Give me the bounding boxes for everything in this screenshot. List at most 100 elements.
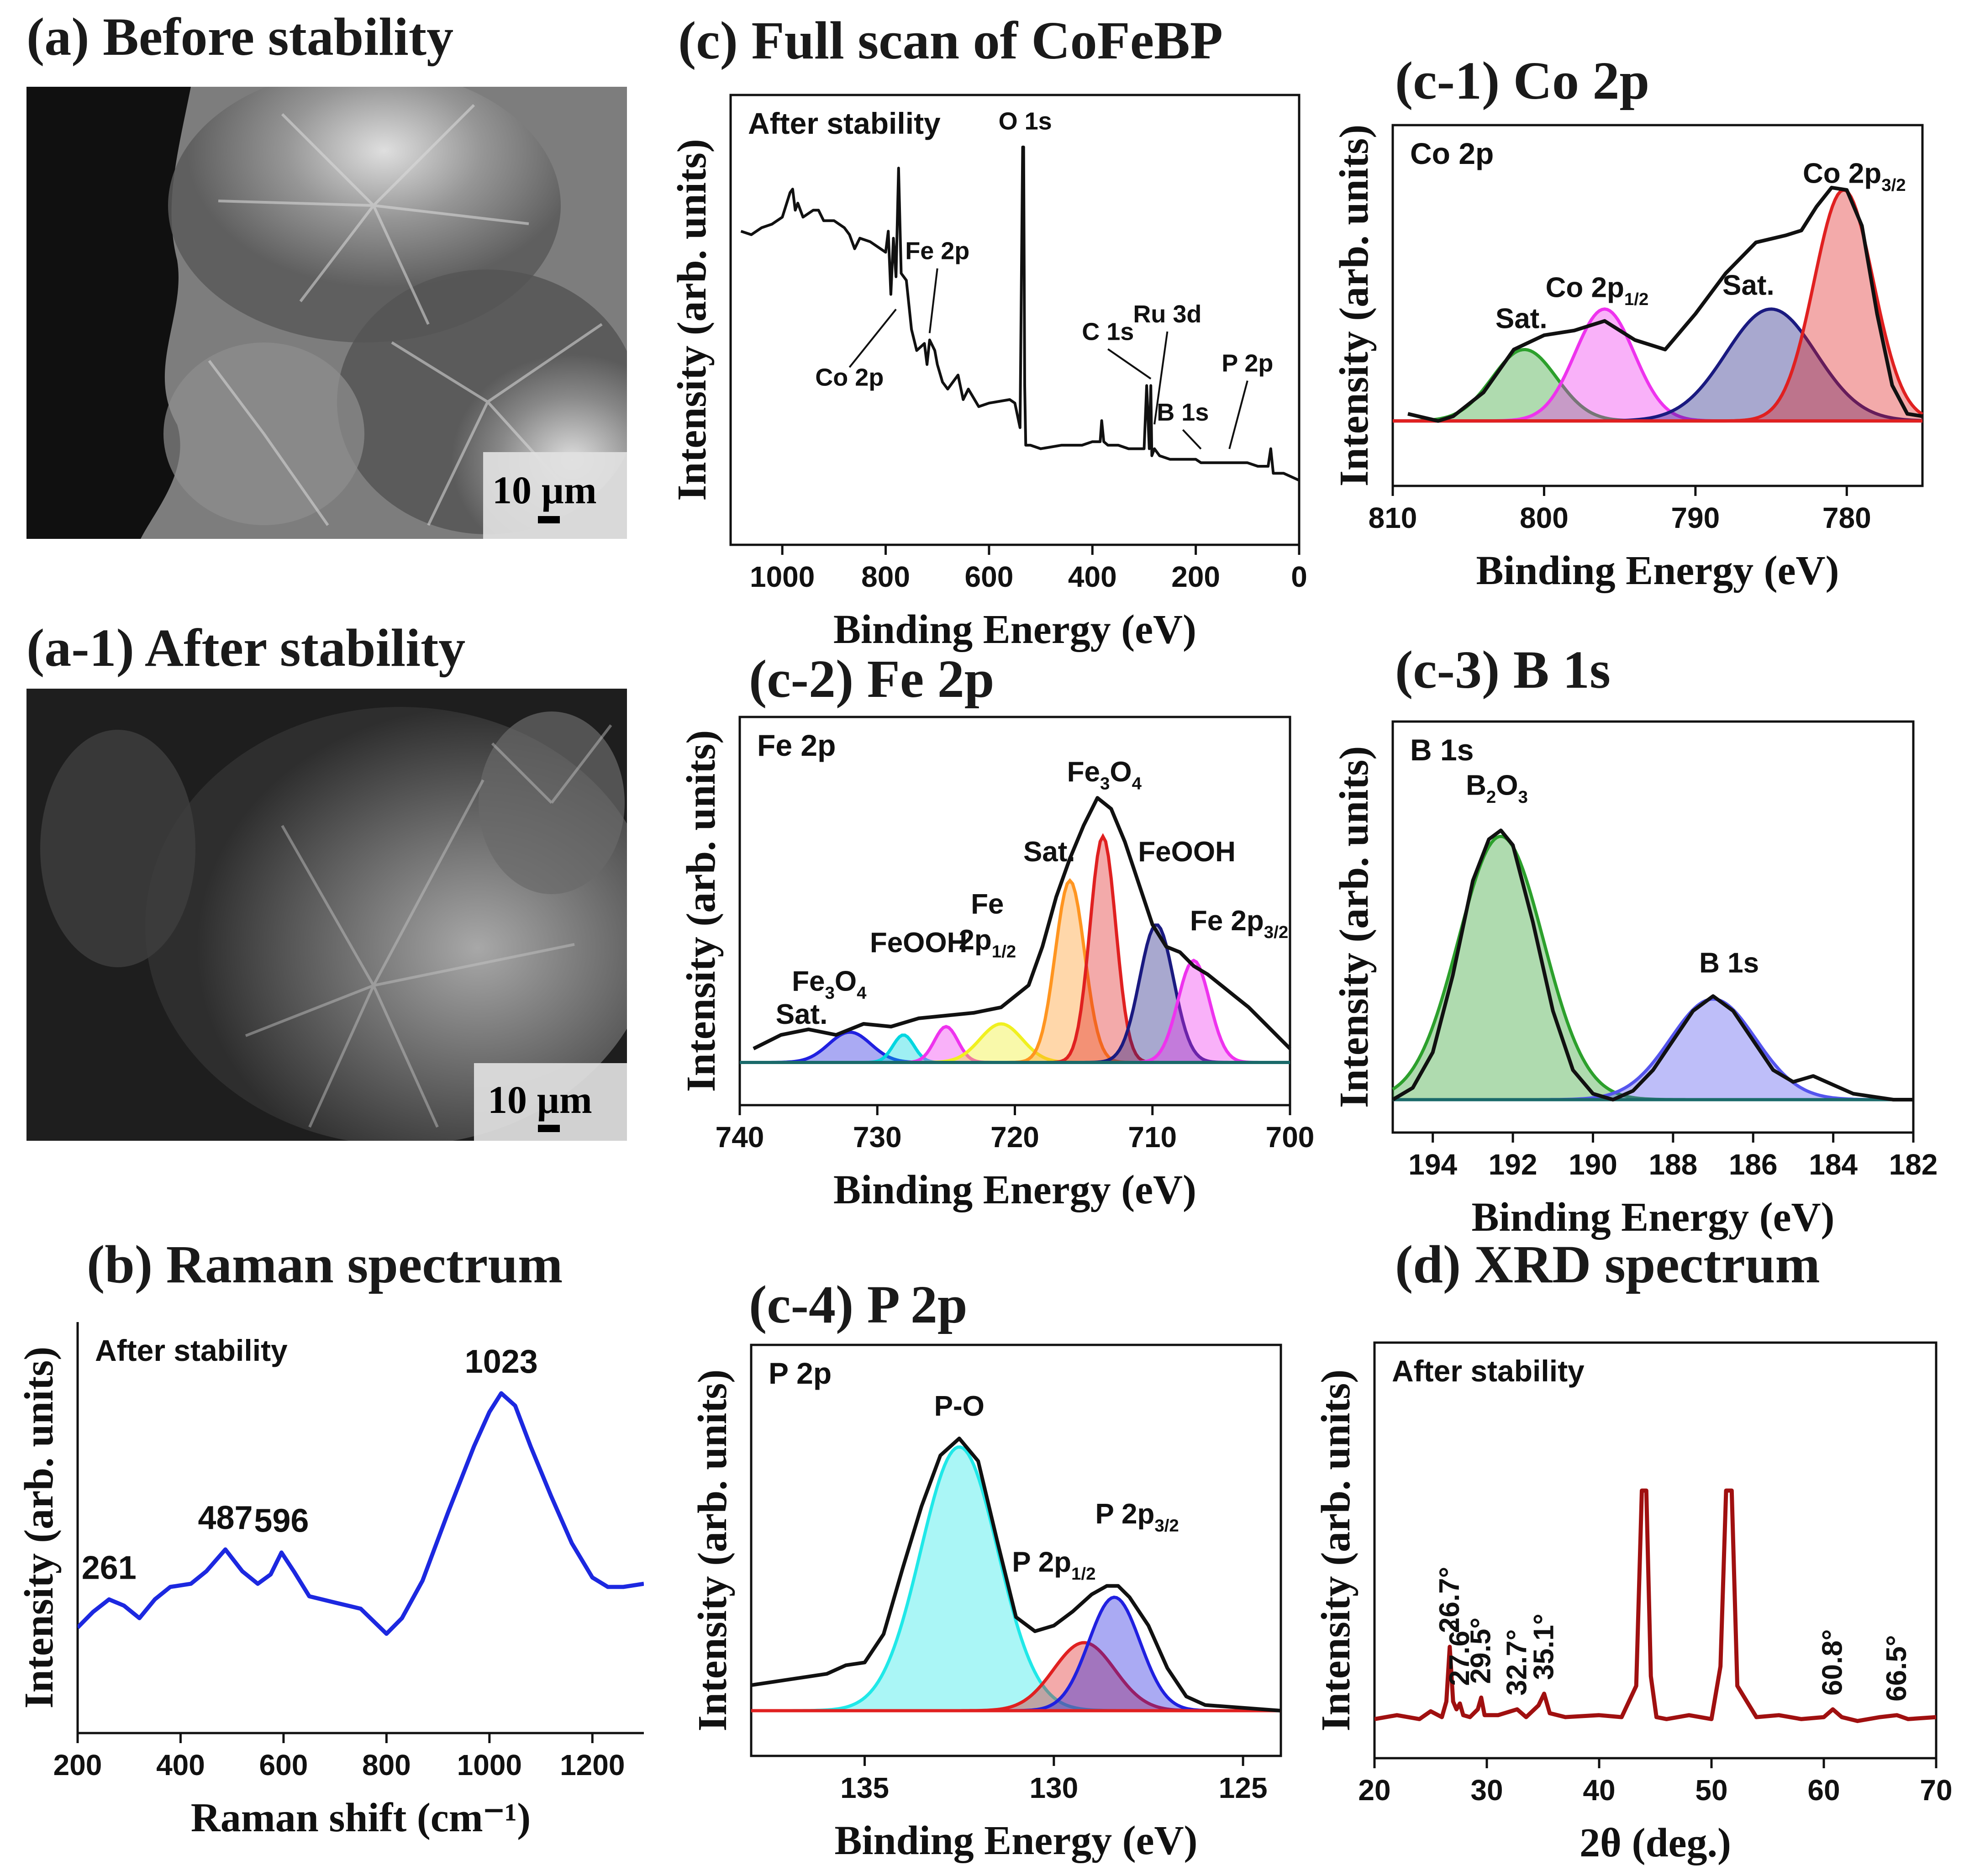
peak-label: Sat.	[776, 999, 828, 1030]
fit-area	[740, 1032, 1290, 1063]
x-tick-label: 20	[1358, 1774, 1390, 1807]
x-tick-label: 40	[1583, 1774, 1615, 1807]
annotation-arrow	[848, 308, 897, 368]
x-tick-label: 400	[156, 1749, 205, 1781]
fit-area	[740, 1024, 1290, 1063]
chart-full-scan: 1000 800 600 400 200 0 Binding Energy (eV) Inte…	[669, 94, 1307, 652]
peak-label: 66.5°	[1881, 1635, 1912, 1701]
peak-label: 1023	[465, 1344, 538, 1380]
peak-label: Sat.	[1495, 303, 1548, 334]
x-tick-label: 790	[1671, 501, 1720, 534]
peak-label: 596	[254, 1503, 309, 1539]
x-axis-label: Binding Energy (eV)	[834, 1818, 1197, 1863]
plot-frame	[1391, 720, 1915, 1134]
peak-label: 261	[82, 1549, 137, 1586]
x-tick-label: 1000	[457, 1749, 522, 1781]
peak-label: 29.5°	[1465, 1618, 1497, 1684]
peak-label: Sat.	[1023, 836, 1075, 868]
peak-label: Co 2p1/2	[1546, 272, 1649, 309]
peak-label: 27.6°	[1444, 1619, 1475, 1686]
panel-title-c3: (c-3) B 1s	[1395, 640, 1611, 700]
annotation-label: O 1s	[999, 107, 1052, 135]
fit-area	[1393, 349, 1922, 421]
chart-co-2p: 810 800 790 780 Binding Energy (eV) Intensity…	[1332, 124, 1924, 593]
fit-area	[740, 925, 1290, 1063]
chart-b-1s: 194 192 190 188 186 184 182 Binding Energy (eV)…	[1332, 720, 1938, 1240]
fit-area	[1393, 190, 1922, 421]
x-tick-label: 192	[1489, 1148, 1538, 1181]
plot-frame	[750, 1344, 1282, 1757]
peak-label: B 1s	[1699, 947, 1759, 979]
peak-label: 32.7°	[1501, 1629, 1532, 1696]
x-tick-label: 700	[1266, 1121, 1315, 1154]
x-tick-label: 800	[1520, 501, 1569, 534]
annotation-label: Fe 2p	[905, 237, 969, 265]
peak-label: Co 2p3/2	[1803, 158, 1906, 195]
peak-label: 35.1°	[1528, 1613, 1559, 1680]
x-tick-label: 194	[1408, 1148, 1457, 1181]
series-line	[78, 1391, 644, 1636]
peak-label: 487	[198, 1500, 253, 1536]
inset-label: After stability	[748, 106, 941, 140]
x-axis-label: Binding Energy (eV)	[833, 1167, 1196, 1212]
x-tick-label: 184	[1809, 1148, 1858, 1181]
fit-area	[1393, 309, 1922, 421]
peak-label: FeOOH	[870, 927, 968, 959]
scale-bar-label: 10 µm	[492, 468, 597, 512]
annotation-arrow	[1228, 380, 1248, 449]
fit-area	[1393, 836, 1913, 1100]
x-tick-label: 0	[1291, 560, 1307, 593]
peak-label: FeOOH	[1138, 836, 1236, 868]
x-tick-label: 1200	[560, 1749, 625, 1781]
peak-label: Fe3O4	[792, 966, 867, 1003]
peak-label: 26.7°	[1434, 1567, 1465, 1633]
plot-frame	[729, 94, 1301, 546]
envelope-line	[753, 796, 1291, 1050]
annotation-arrow	[1182, 429, 1202, 450]
x-axis-label: Raman shift (cm⁻¹)	[191, 1795, 531, 1840]
x-tick-label: 182	[1889, 1148, 1938, 1181]
chart-raman: 200 400 600 800 1000 1200 Raman shift (cm⁻¹) In…	[16, 1322, 644, 1840]
chart-xrd: 20 30 40 50 60 70 2θ (deg.) Intensity (arb. uni…	[1313, 1341, 1953, 1865]
x-tick-label: 30	[1470, 1774, 1503, 1807]
peak-label: P-O	[934, 1391, 985, 1422]
sem-image-after: 10 µm	[26, 689, 627, 1141]
x-tick-label: 730	[853, 1121, 902, 1154]
x-tick-label: 50	[1695, 1774, 1727, 1807]
x-axis-label: 2θ (deg.)	[1580, 1820, 1731, 1865]
x-tick-label: 710	[1128, 1121, 1177, 1154]
x-tick-label: 810	[1369, 501, 1417, 534]
envelope-line	[751, 1436, 1281, 1713]
inset-label: After stability	[95, 1333, 288, 1367]
x-tick-label: 780	[1822, 501, 1871, 534]
fit-area	[740, 960, 1290, 1063]
annotation-arrow	[928, 268, 938, 333]
y-axis-label: Intensity (arb. units)	[1313, 1370, 1358, 1732]
panel-title-d: (d) XRD spectrum	[1395, 1234, 1820, 1294]
x-axis-label: Binding Energy (eV)	[833, 607, 1196, 652]
scale-bar-label: 10 µm	[488, 1078, 592, 1122]
x-tick-label: 200	[1171, 560, 1220, 593]
x-tick-label: 60	[1807, 1774, 1840, 1807]
sem-image-before: 10 µm	[26, 87, 627, 539]
y-axis-label: Intensity (arb. units)	[1332, 125, 1377, 487]
plot-frame	[1391, 124, 1924, 487]
x-tick-label: 720	[990, 1121, 1039, 1154]
peak-label: P 2p3/2	[1095, 1498, 1179, 1535]
x-tick-label: 400	[1068, 560, 1117, 593]
x-tick-label: 600	[259, 1749, 308, 1781]
annotation-label: Co 2p	[815, 364, 884, 391]
x-tick-label: 188	[1648, 1148, 1697, 1181]
scale-bar	[538, 516, 560, 523]
peak-label: Sat.	[1722, 269, 1774, 301]
peak-label: 2p1/2	[958, 924, 1016, 961]
inset-label: Co 2p	[1410, 137, 1494, 170]
panel-title-a1: (a-1) After stability	[26, 618, 466, 678]
plot-frame	[1373, 1341, 1938, 1760]
panel-title-a: (a) Before stability	[26, 7, 454, 67]
peak-label: Fe	[971, 889, 1004, 920]
x-tick-label: 800	[861, 560, 910, 593]
annotation-label: Ru 3d	[1133, 300, 1201, 328]
x-axis-label: Binding Energy (eV)	[1471, 1195, 1834, 1240]
scale-bar-box	[483, 452, 627, 539]
